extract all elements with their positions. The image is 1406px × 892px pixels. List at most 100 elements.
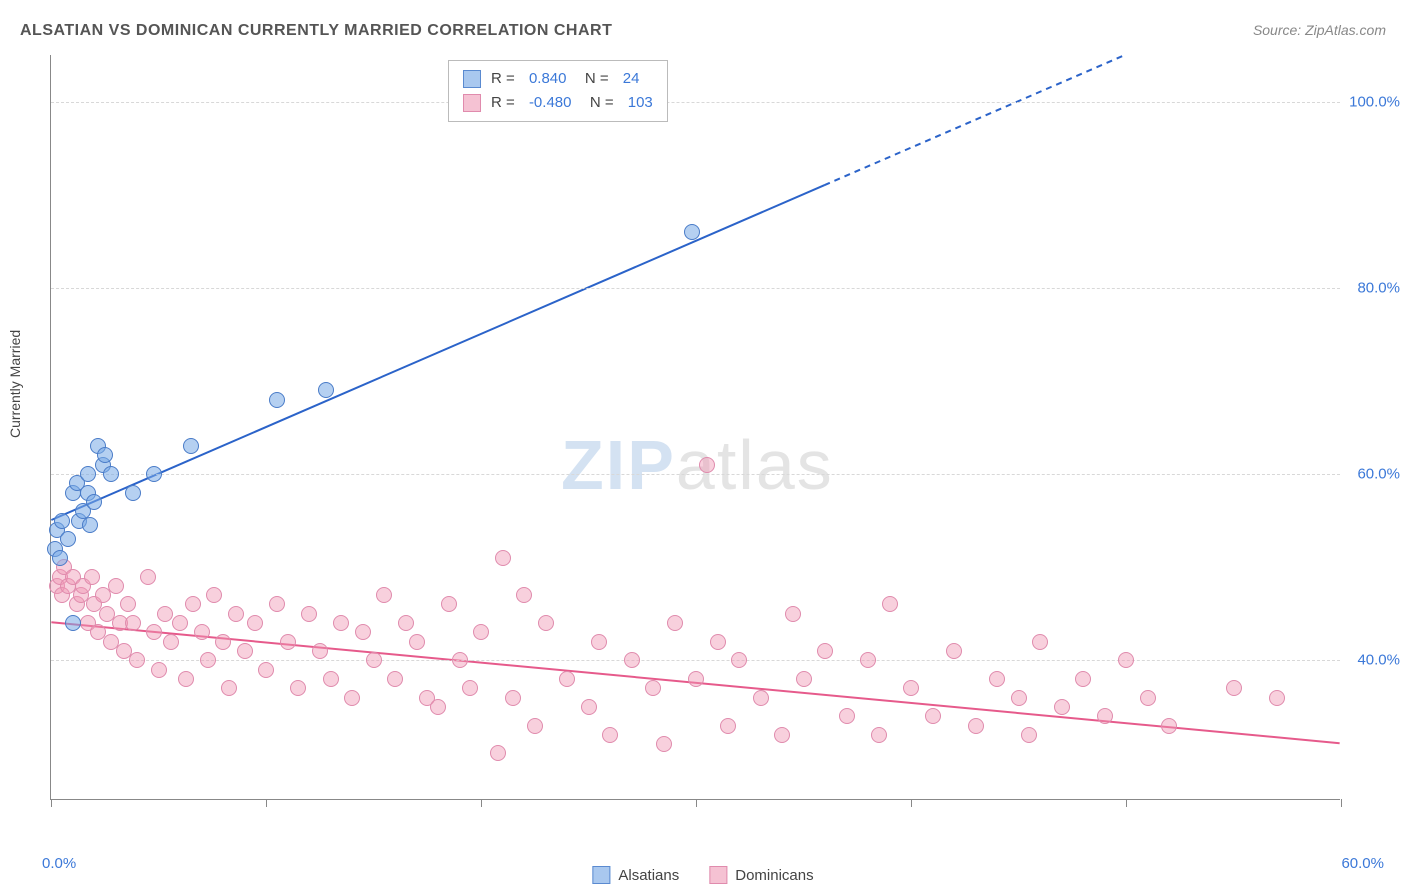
point-dominican <box>462 680 478 696</box>
point-dominican <box>688 671 704 687</box>
point-alsatian <box>80 466 96 482</box>
point-dominican <box>989 671 1005 687</box>
legend-row-dominicans: R = -0.480 N = 103 <box>463 91 653 115</box>
swatch-alsatians-icon <box>463 70 481 88</box>
point-dominican <box>871 727 887 743</box>
legend-item-alsatians: Alsatians <box>592 866 679 884</box>
point-dominican <box>839 708 855 724</box>
point-dominican <box>237 643 253 659</box>
point-dominican <box>473 624 489 640</box>
point-dominican <box>269 596 285 612</box>
point-dominican <box>516 587 532 603</box>
legend-r-value-dominicans: -0.480 <box>529 91 572 115</box>
point-dominican <box>527 718 543 734</box>
point-dominican <box>452 652 468 668</box>
point-dominican <box>333 615 349 631</box>
correlation-legend: R = 0.840 N = 24 R = -0.480 N = 103 <box>448 60 668 122</box>
point-dominican <box>505 690 521 706</box>
point-dominican <box>591 634 607 650</box>
point-dominican <box>258 662 274 678</box>
point-dominican <box>710 634 726 650</box>
legend-item-dominicans: Dominicans <box>709 866 813 884</box>
x-tick-label-min: 0.0% <box>42 855 76 872</box>
point-dominican <box>925 708 941 724</box>
point-dominican <box>1118 652 1134 668</box>
point-alsatian <box>146 466 162 482</box>
point-dominican <box>146 624 162 640</box>
x-tick <box>1341 799 1342 807</box>
point-dominican <box>656 736 672 752</box>
x-tick <box>481 799 482 807</box>
point-dominican <box>84 569 100 585</box>
point-dominican <box>731 652 747 668</box>
point-dominican <box>490 745 506 761</box>
x-tick <box>51 799 52 807</box>
x-tick <box>696 799 697 807</box>
point-dominican <box>1269 690 1285 706</box>
gridline <box>51 288 1340 289</box>
point-dominican <box>1161 718 1177 734</box>
point-alsatian <box>86 494 102 510</box>
point-dominican <box>753 690 769 706</box>
point-dominican <box>409 634 425 650</box>
point-dominican <box>206 587 222 603</box>
point-dominican <box>1097 708 1113 724</box>
point-dominican <box>120 596 136 612</box>
point-dominican <box>602 727 618 743</box>
gridline <box>51 102 1340 103</box>
series-legend: Alsatians Dominicans <box>592 866 813 884</box>
legend-n-label: N = <box>576 67 612 91</box>
point-alsatian <box>82 517 98 533</box>
legend-r-label: R = <box>491 67 519 91</box>
legend-n-label: N = <box>581 91 617 115</box>
y-tick-label: 60.0% <box>1357 466 1400 483</box>
legend-r-label: R = <box>491 91 519 115</box>
x-tick <box>911 799 912 807</box>
point-dominican <box>129 652 145 668</box>
point-dominican <box>441 596 457 612</box>
point-dominican <box>1075 671 1091 687</box>
chart-source: Source: ZipAtlas.com <box>1253 22 1386 38</box>
point-dominican <box>774 727 790 743</box>
point-dominican <box>172 615 188 631</box>
y-tick-label: 40.0% <box>1357 652 1400 669</box>
point-alsatian <box>60 531 76 547</box>
point-dominican <box>860 652 876 668</box>
point-dominican <box>185 596 201 612</box>
legend-r-value-alsatians: 0.840 <box>529 67 567 91</box>
y-axis-label: Currently Married <box>7 330 23 438</box>
point-dominican <box>624 652 640 668</box>
point-dominican <box>247 615 263 631</box>
point-dominican <box>882 596 898 612</box>
point-alsatian <box>269 392 285 408</box>
trend-lines-svg <box>51 55 1340 799</box>
swatch-alsatians-icon <box>592 866 610 884</box>
point-dominican <box>796 671 812 687</box>
point-dominican <box>903 680 919 696</box>
point-dominican <box>1011 690 1027 706</box>
point-dominican <box>376 587 392 603</box>
point-dominican <box>946 643 962 659</box>
point-dominican <box>817 643 833 659</box>
point-alsatian <box>125 485 141 501</box>
y-tick-label: 80.0% <box>1357 279 1400 296</box>
point-dominican <box>968 718 984 734</box>
point-dominican <box>699 457 715 473</box>
point-dominican <box>1054 699 1070 715</box>
chart-title: ALSATIAN VS DOMINICAN CURRENTLY MARRIED … <box>20 22 612 40</box>
point-dominican <box>178 671 194 687</box>
point-alsatian <box>65 615 81 631</box>
point-dominican <box>157 606 173 622</box>
point-dominican <box>398 615 414 631</box>
point-alsatian <box>52 550 68 566</box>
point-dominican <box>344 690 360 706</box>
legend-row-alsatians: R = 0.840 N = 24 <box>463 67 653 91</box>
point-dominican <box>1021 727 1037 743</box>
point-dominican <box>323 671 339 687</box>
swatch-dominicans-icon <box>463 94 481 112</box>
point-alsatian <box>54 513 70 529</box>
swatch-dominicans-icon <box>709 866 727 884</box>
point-dominican <box>221 680 237 696</box>
point-dominican <box>1140 690 1156 706</box>
point-dominican <box>215 634 231 650</box>
